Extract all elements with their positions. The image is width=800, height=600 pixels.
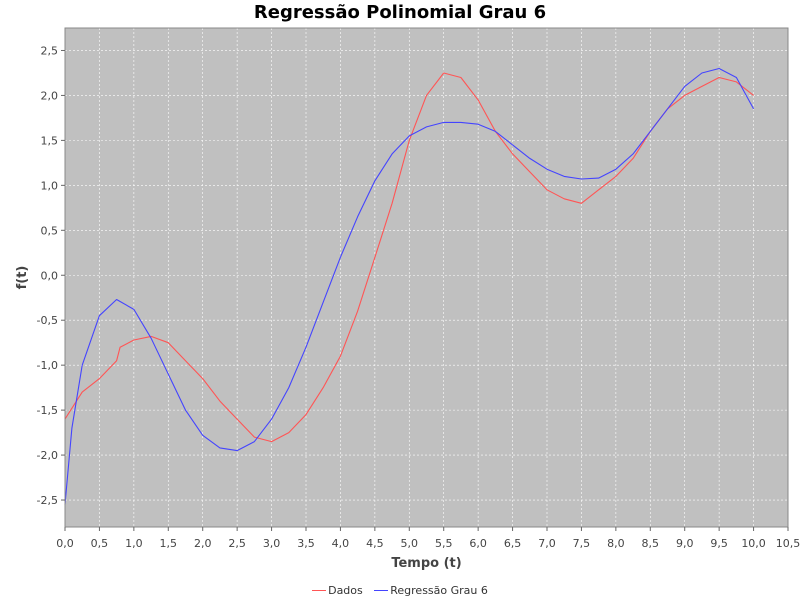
y-tick-label: 0,5 bbox=[41, 224, 59, 237]
plot-border bbox=[64, 27, 789, 528]
x-tick-label: 5,5 bbox=[435, 537, 453, 550]
legend-item-regressao: Regressão Grau 6 bbox=[374, 584, 488, 597]
y-tick-label: 2,5 bbox=[41, 44, 59, 57]
x-tick-label: 7,0 bbox=[538, 537, 556, 550]
grid-lines bbox=[64, 28, 789, 527]
series-line-regressao bbox=[64, 67, 755, 505]
y-tick-label: -2,5 bbox=[37, 494, 58, 507]
plot-background bbox=[65, 28, 788, 527]
x-tick-label: 7,5 bbox=[573, 537, 591, 550]
y-axis-label: f(t) bbox=[15, 266, 30, 290]
x-axis-label: Tempo (t) bbox=[391, 556, 461, 571]
y-axis: -2,5 -2,0 -1,5 -1,0 -0,5 0,0 0,5 1,0 1,5 2,0 2,5 bbox=[37, 44, 65, 507]
legend-label-dados: Dados bbox=[328, 584, 363, 597]
y-tick-label: 1,0 bbox=[41, 179, 59, 192]
y-tick-label: -1,5 bbox=[37, 404, 58, 417]
y-tick-label: -0,5 bbox=[37, 314, 58, 327]
x-tick-label: 6,5 bbox=[504, 537, 522, 550]
x-tick-label: 9,5 bbox=[710, 537, 728, 550]
x-tick-label: 0,5 bbox=[91, 537, 109, 550]
x-axis: 0,0 0,5 1,0 1,5 2,0 2,5 3,0 3,5 4,0 4,5 5,0 5,5 6,0 6… bbox=[56, 527, 800, 550]
chart-title: Regressão Polinomial Grau 6 bbox=[253, 2, 547, 23]
x-tick-label: 1,5 bbox=[160, 537, 178, 550]
y-tick-label: 0,0 bbox=[41, 269, 59, 282]
x-tick-label: 3,5 bbox=[297, 537, 315, 550]
y-tick-label: -1,0 bbox=[37, 359, 58, 372]
x-tick-label: 2,5 bbox=[228, 537, 246, 550]
x-tick-label: 4,0 bbox=[332, 537, 350, 550]
x-tick-label: 9,0 bbox=[676, 537, 694, 550]
legend-label-regressao: Regressão Grau 6 bbox=[390, 584, 488, 597]
x-tick-label: 10,0 bbox=[741, 537, 766, 550]
x-tick-label: 0,0 bbox=[56, 537, 74, 550]
x-tick-label: 2,0 bbox=[194, 537, 212, 550]
legend-item-dados: Dados bbox=[312, 584, 363, 597]
legend-swatch-regressao bbox=[374, 590, 389, 591]
x-tick-label: 10,5 bbox=[776, 537, 800, 550]
x-tick-label: 5,0 bbox=[401, 537, 419, 550]
x-tick-label: 4,5 bbox=[366, 537, 384, 550]
y-tick-label: 2,0 bbox=[41, 89, 59, 102]
series-line-dados bbox=[64, 72, 754, 443]
legend: Dados Regressão Grau 6 bbox=[0, 581, 800, 597]
x-tick-label: 1,0 bbox=[125, 537, 143, 550]
x-tick-label: 8,0 bbox=[607, 537, 625, 550]
legend-swatch-dados bbox=[312, 590, 327, 591]
x-tick-label: 8,5 bbox=[642, 537, 660, 550]
series-layer bbox=[64, 67, 755, 505]
x-tick-label: 3,0 bbox=[263, 537, 281, 550]
y-tick-label: 1,5 bbox=[41, 134, 59, 147]
x-tick-label: 6,0 bbox=[469, 537, 487, 550]
y-tick-label: -2,0 bbox=[37, 449, 58, 462]
